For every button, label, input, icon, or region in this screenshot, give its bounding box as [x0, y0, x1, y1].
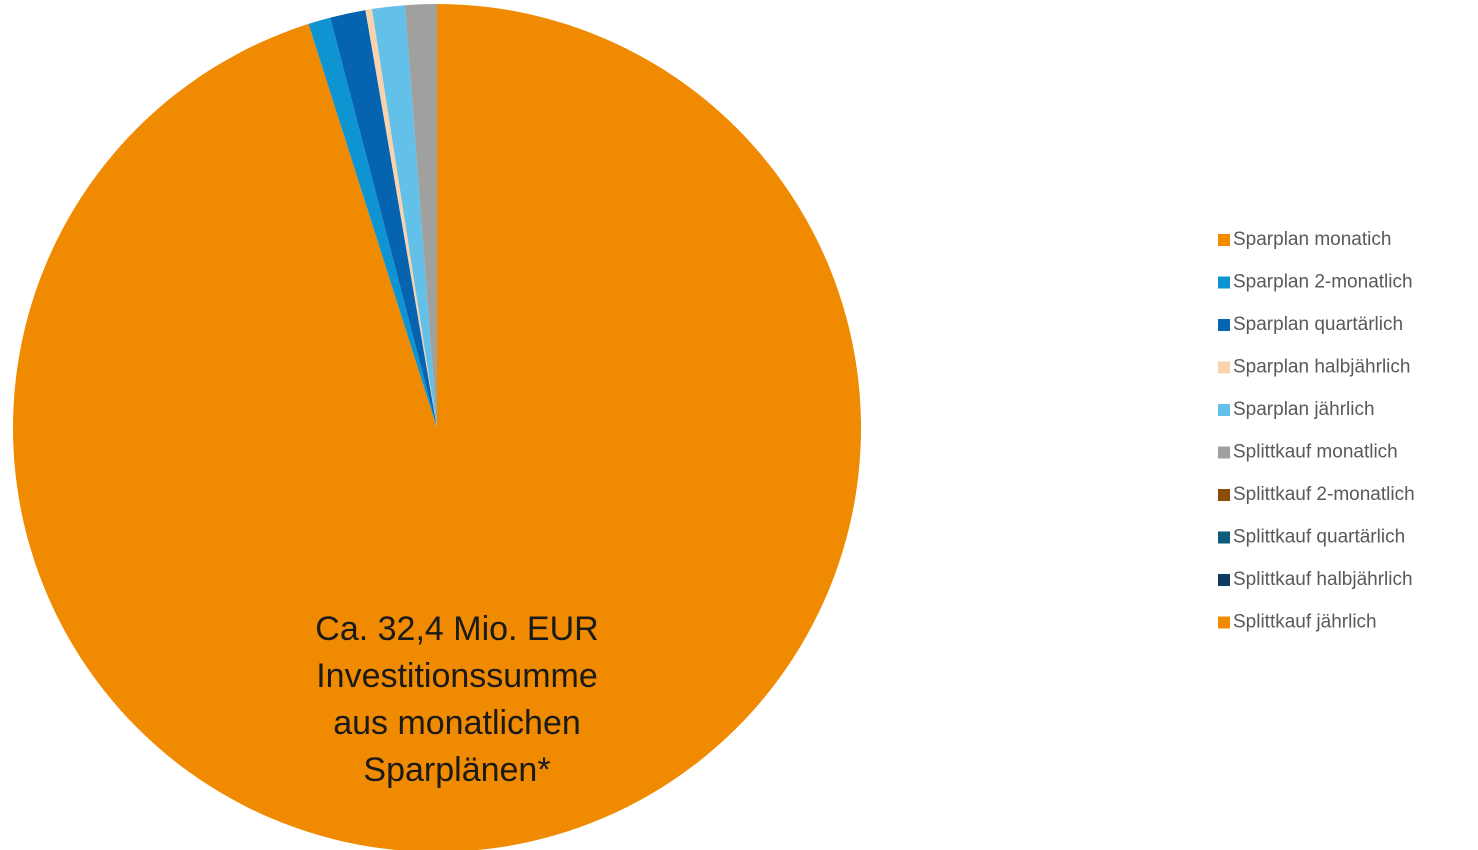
legend-label: Splittkauf jährlich: [1233, 612, 1377, 633]
annotation: Sparplänen*: [363, 751, 550, 789]
pie-slice: [308, 17, 437, 429]
pie-slice: [13, 4, 861, 850]
annotation: Ca. 32,4 Mio. EUR: [315, 610, 598, 648]
legend-label: Sparplan jährlich: [1233, 399, 1375, 420]
legend-label: Splittkauf 2-monatlich: [1233, 484, 1415, 505]
legend-label: Splittkauf monatlich: [1233, 442, 1398, 463]
pie-slice: [371, 5, 437, 429]
annotation: aus monatlichen: [333, 704, 581, 742]
legend-label: Sparplan quartärlich: [1233, 314, 1403, 335]
legend-swatch: [1218, 404, 1230, 416]
legend-swatch: [1218, 446, 1230, 459]
legend-label: Sparplan 2-monatlich: [1233, 272, 1413, 293]
pie-slice: [365, 9, 437, 429]
annotation: Investitionssumme: [316, 657, 598, 695]
legend-swatch: [1218, 319, 1230, 331]
legend-swatch: [1218, 276, 1230, 289]
legend-swatch: [1218, 574, 1230, 586]
legend-label: Sparplan monatich: [1233, 229, 1391, 250]
legend-swatch: [1218, 361, 1230, 374]
legend-label: Splittkauf quartärlich: [1233, 527, 1405, 548]
legend-swatch: [1218, 616, 1230, 629]
legend-swatch: [1218, 234, 1230, 246]
legend-swatch: [1218, 489, 1230, 501]
legend-swatch: [1218, 531, 1230, 544]
legend-label: Splittkauf halbjährlich: [1233, 569, 1413, 590]
legend-label: Sparplan halbjährlich: [1233, 357, 1410, 378]
pie-slice: [330, 10, 437, 428]
pie-slice: [405, 4, 437, 428]
